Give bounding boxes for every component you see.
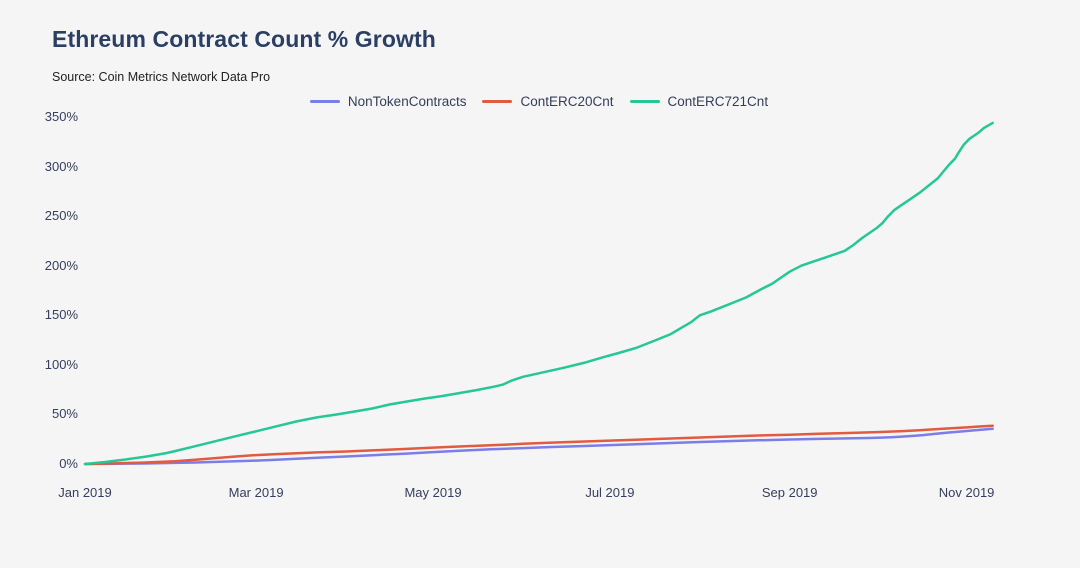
x-tick-label: Mar 2019 xyxy=(228,485,284,500)
series-line-ContERC20Cnt xyxy=(83,424,994,466)
legend-swatch-icon xyxy=(309,99,340,104)
y-tick-label: 300% xyxy=(44,158,78,174)
series-line-ContERC721Cnt xyxy=(83,121,994,466)
y-tick-label: 100% xyxy=(44,356,78,372)
chart-source-caption: Source: Coin Metrics Network Data Pro xyxy=(52,70,271,84)
chart-title: Ethreum Contract Count % Growth xyxy=(52,26,436,52)
legend-label: NonTokenContracts xyxy=(347,94,467,109)
legend-item-ContERC20Cnt[interactable]: ContERC20Cnt xyxy=(482,94,614,109)
series-line-NonTokenContracts xyxy=(83,427,994,466)
legend-label: ContERC721Cnt xyxy=(667,94,769,109)
x-tick-label: Jul 2019 xyxy=(585,485,635,500)
y-tick-label: 50% xyxy=(51,406,78,422)
legend: NonTokenContracts ContERC20Cnt ContERC721C… xyxy=(85,94,993,109)
x-tick-label: Nov 2019 xyxy=(938,485,995,500)
x-tick-label: Jan 2019 xyxy=(58,485,112,500)
legend-swatch-icon xyxy=(629,99,660,104)
legend-label: ContERC20Cnt xyxy=(520,94,614,109)
legend-swatch-icon xyxy=(482,99,513,104)
y-tick-label: 0% xyxy=(59,456,78,471)
y-tick-label: 200% xyxy=(44,257,78,273)
y-tick-label: 150% xyxy=(44,307,78,323)
y-tick-label: 250% xyxy=(44,208,78,224)
x-tick-label: May 2019 xyxy=(404,485,462,500)
legend-item-ContERC721Cnt[interactable]: ContERC721Cnt xyxy=(629,94,769,109)
legend-item-NonTokenContracts[interactable]: NonTokenContracts xyxy=(309,94,467,109)
y-tick-label: 350% xyxy=(44,109,78,124)
x-tick-label: Sep 2019 xyxy=(761,485,818,500)
